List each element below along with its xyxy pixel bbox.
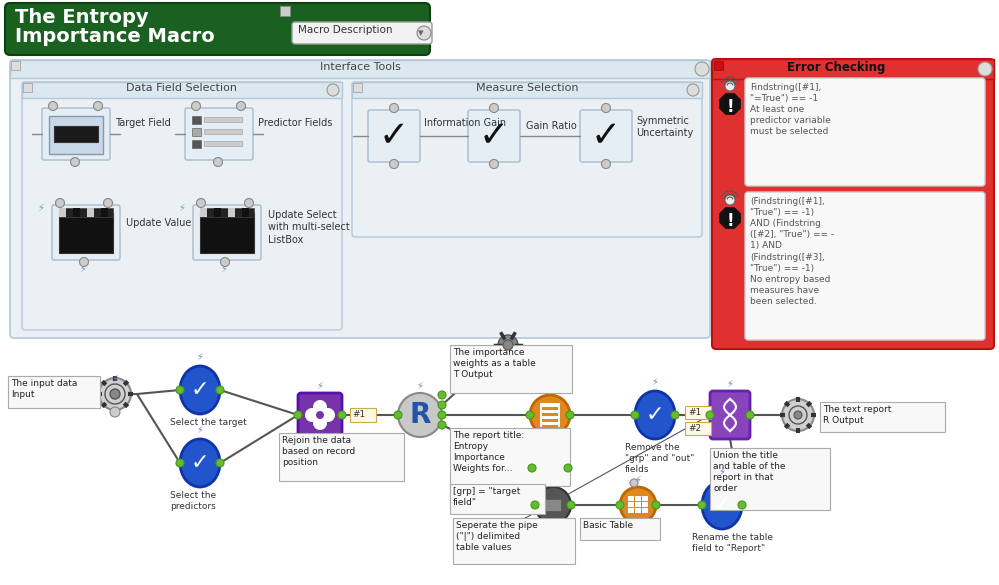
Circle shape — [214, 157, 223, 167]
Text: Rejoin the data
based on record
position: Rejoin the data based on record position — [282, 436, 356, 467]
FancyBboxPatch shape — [368, 110, 420, 162]
Text: ⚡: ⚡ — [196, 352, 203, 362]
Text: Update Select
with multi-select
ListBox: Update Select with multi-select ListBox — [268, 210, 350, 245]
FancyBboxPatch shape — [292, 22, 432, 44]
Bar — [642, 508, 648, 513]
Bar — [101, 208, 108, 217]
Bar — [22, 82, 342, 98]
Bar — [450, 428, 570, 486]
Text: ✓: ✓ — [379, 119, 410, 153]
Bar — [545, 499, 561, 511]
Text: Findstring([#1],
"=True") == -1
At least one
predictor variable
must be selected: Findstring([#1], "=True") == -1 At least… — [750, 83, 831, 136]
Bar — [628, 496, 634, 501]
Bar — [192, 116, 201, 124]
Circle shape — [746, 411, 754, 419]
Text: ⚡: ⚡ — [546, 438, 552, 448]
Bar — [540, 403, 560, 427]
Circle shape — [532, 450, 568, 486]
FancyBboxPatch shape — [5, 3, 430, 55]
Ellipse shape — [702, 481, 742, 529]
Text: Error Checking: Error Checking — [787, 61, 885, 74]
FancyBboxPatch shape — [580, 110, 632, 162]
Circle shape — [616, 501, 624, 509]
Text: ⚡: ⚡ — [718, 467, 725, 477]
Bar — [8, 376, 100, 408]
Text: ⚡: ⚡ — [178, 203, 185, 213]
Circle shape — [601, 160, 610, 168]
FancyBboxPatch shape — [193, 205, 261, 260]
Bar — [10, 60, 710, 78]
Text: ✓: ✓ — [590, 119, 621, 153]
Text: ⚡: ⚡ — [549, 475, 555, 485]
Bar — [59, 208, 113, 217]
Bar — [11, 61, 20, 70]
Circle shape — [305, 408, 319, 422]
Text: [grp] = "target
field": [grp] = "target field" — [453, 487, 520, 507]
Circle shape — [398, 393, 442, 437]
Bar — [350, 408, 376, 422]
Text: #1: #1 — [352, 410, 366, 419]
Circle shape — [438, 421, 446, 429]
Text: ⚡: ⚡ — [726, 379, 733, 389]
Circle shape — [706, 411, 714, 419]
Circle shape — [316, 411, 324, 419]
Bar — [49, 116, 103, 154]
Text: The text report
R Output: The text report R Output — [823, 405, 891, 425]
FancyBboxPatch shape — [710, 391, 750, 439]
Bar — [192, 140, 201, 148]
Bar — [204, 141, 242, 146]
Circle shape — [978, 62, 992, 76]
Ellipse shape — [635, 391, 675, 439]
Text: Symmetric
Uncertainty: Symmetric Uncertainty — [636, 116, 693, 139]
Text: Basic Table: Basic Table — [583, 521, 633, 530]
Circle shape — [438, 391, 446, 399]
Bar — [642, 502, 648, 507]
Text: ✓: ✓ — [712, 495, 731, 515]
Circle shape — [490, 160, 499, 168]
Circle shape — [566, 411, 574, 419]
Circle shape — [789, 406, 807, 424]
Text: (Findstring([#1],
"True") == -1)
AND (Findstring
([#2], "True") == -
1) AND
(Fin: (Findstring([#1], "True") == -1) AND (Fi… — [750, 197, 834, 306]
Text: #2: #2 — [688, 424, 701, 433]
Circle shape — [601, 104, 610, 112]
FancyBboxPatch shape — [745, 78, 985, 186]
Text: ✓: ✓ — [191, 453, 210, 473]
Circle shape — [192, 102, 201, 111]
Text: ⚡: ⚡ — [651, 377, 658, 387]
Bar — [542, 413, 558, 416]
Text: ⚡: ⚡ — [634, 475, 641, 485]
Bar — [280, 6, 290, 16]
Bar — [54, 126, 98, 142]
Text: The Entropy: The Entropy — [15, 8, 149, 27]
Text: Update Value: Update Value — [126, 218, 192, 228]
Bar — [542, 407, 558, 410]
Text: Macro Description: Macro Description — [298, 25, 393, 35]
Circle shape — [567, 501, 575, 509]
Text: ✓: ✓ — [645, 405, 664, 425]
Text: ⚡: ⚡ — [111, 374, 118, 384]
Text: !: ! — [726, 98, 734, 116]
Bar — [542, 419, 558, 422]
Text: ⚡: ⚡ — [196, 425, 203, 435]
Circle shape — [327, 84, 339, 96]
Circle shape — [321, 408, 335, 422]
Text: Data Field Selection: Data Field Selection — [127, 83, 238, 93]
Bar — [628, 508, 634, 513]
Circle shape — [80, 257, 89, 267]
Circle shape — [526, 411, 534, 419]
Text: Union the title
and table of the
report in that
order: Union the title and table of the report … — [713, 451, 785, 493]
Circle shape — [338, 411, 346, 419]
Circle shape — [94, 102, 103, 111]
Text: Select the
predictors: Select the predictors — [170, 491, 216, 511]
Circle shape — [394, 411, 402, 419]
Bar — [242, 208, 249, 217]
FancyBboxPatch shape — [712, 59, 994, 349]
FancyBboxPatch shape — [185, 108, 253, 160]
Circle shape — [313, 416, 327, 430]
Bar — [73, 208, 80, 217]
Circle shape — [390, 160, 399, 168]
Text: ✓: ✓ — [191, 380, 210, 400]
Text: Remove the
"grp" and "out"
fields: Remove the "grp" and "out" fields — [625, 443, 694, 474]
Text: Select the target: Select the target — [170, 418, 247, 427]
Bar — [59, 213, 113, 253]
